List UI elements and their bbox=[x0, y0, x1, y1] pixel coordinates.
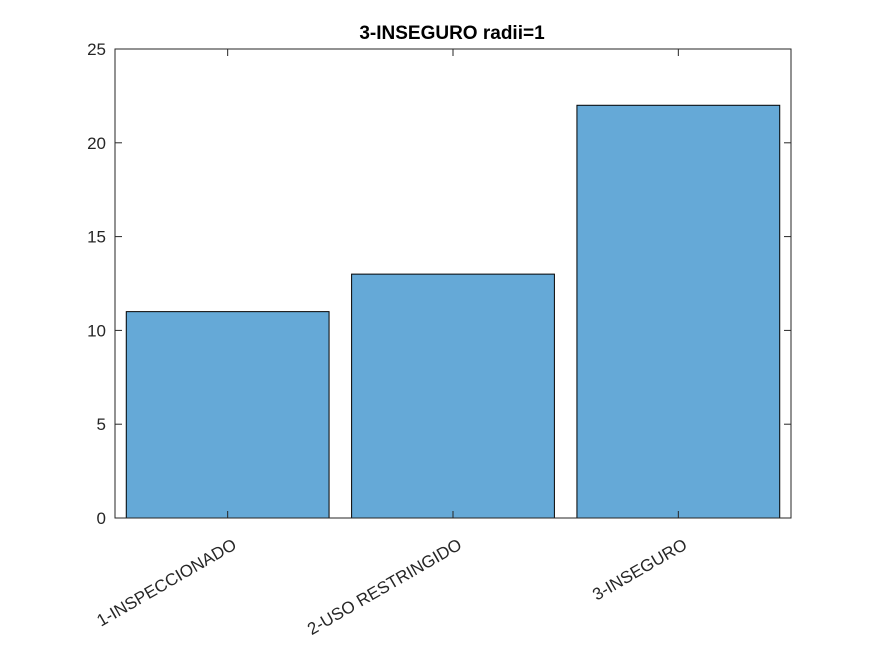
bar-2 bbox=[351, 273, 555, 519]
y-tick-label: 0 bbox=[97, 509, 106, 528]
y-tick-label: 15 bbox=[87, 228, 106, 247]
x-category-label: 1-INSPECCIONADO bbox=[94, 535, 240, 630]
x-category-label: 3-INSEGURO bbox=[589, 535, 690, 604]
bar-3 bbox=[576, 104, 781, 519]
x-category-label: 2-USO RESTRINGIDO bbox=[304, 535, 465, 639]
y-tick-label: 20 bbox=[87, 134, 106, 153]
y-tick-label: 5 bbox=[97, 415, 106, 434]
y-tick-label: 25 bbox=[87, 40, 106, 59]
y-tick-label: 10 bbox=[87, 321, 106, 340]
bars-group bbox=[125, 104, 781, 519]
y-axis-ticks: 0 5 10 15 20 25 bbox=[87, 40, 791, 528]
chart-title: 3-INSEGURO radii=1 bbox=[359, 23, 545, 44]
bar-1 bbox=[125, 311, 330, 519]
